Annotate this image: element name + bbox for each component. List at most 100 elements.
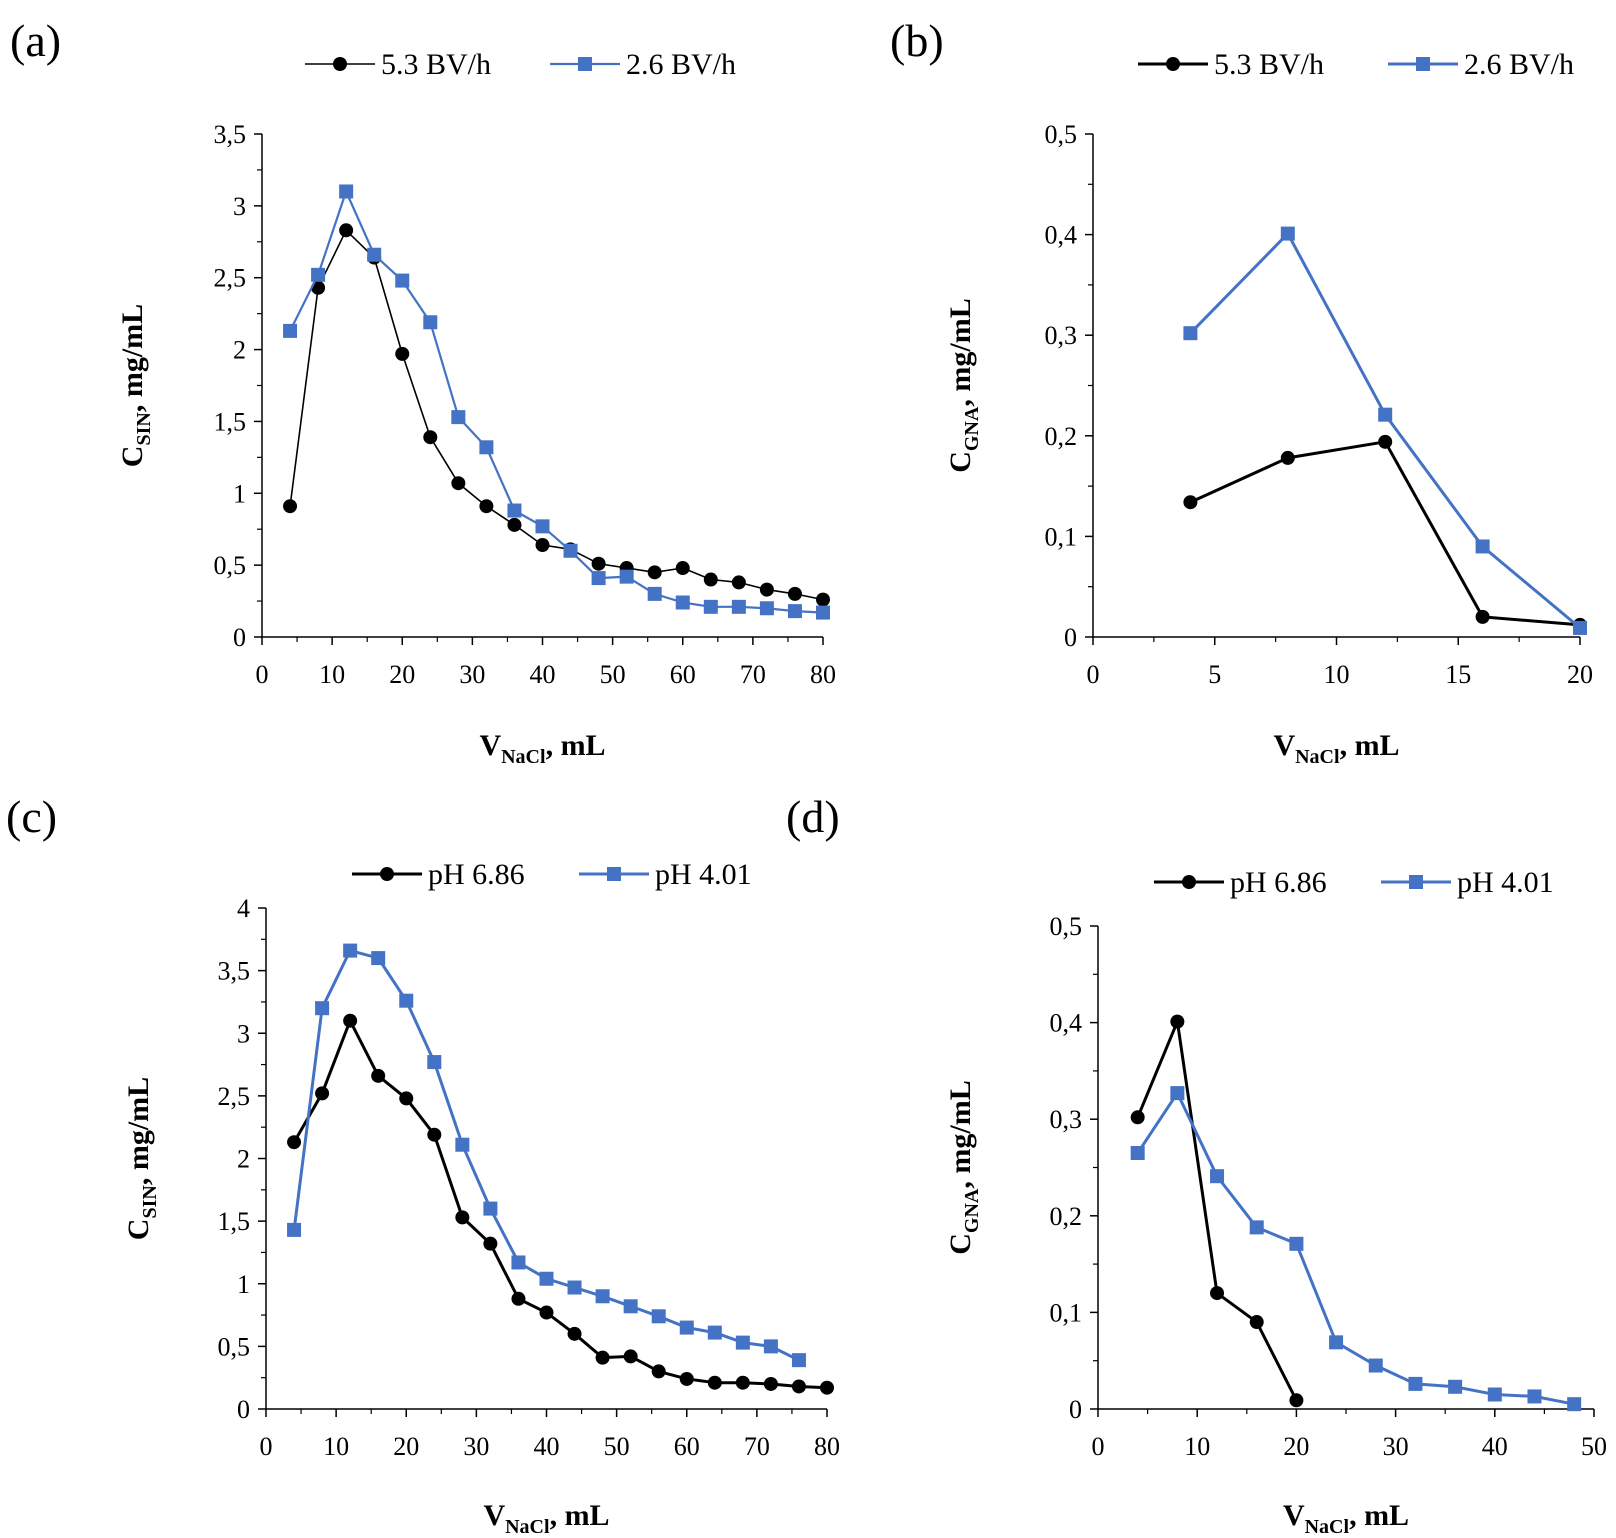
data-point-c-0 (623, 1349, 638, 1364)
data-point-b-1 (1183, 326, 1198, 341)
series-a-1 (283, 184, 830, 620)
legend-label: 2.6 BV/h (1464, 48, 1574, 81)
data-point-c-0 (455, 1210, 470, 1225)
y-tick-label-b: 0,2 (1045, 422, 1078, 451)
data-point-d-0 (1130, 1110, 1145, 1125)
data-point-d-1 (1130, 1146, 1145, 1161)
x-axis-title-c: VNaCl, mL (483, 1499, 609, 1538)
series-b-0 (1183, 434, 1587, 632)
data-point-a-0 (675, 561, 690, 576)
legend-swatch-marker (1166, 57, 1180, 71)
y-tick-label-c: 1 (237, 1270, 250, 1299)
data-point-c-0 (371, 1068, 386, 1083)
data-point-a-0 (731, 575, 746, 590)
legend-label: 5.3 BV/h (1214, 48, 1324, 81)
data-point-d-1 (1448, 1379, 1463, 1394)
data-point-a-0 (451, 476, 466, 491)
data-point-c-1 (735, 1335, 750, 1350)
y-tick-label-c: 3,5 (218, 957, 251, 986)
legend-swatch-marker (1182, 875, 1196, 889)
data-point-a-1 (535, 519, 550, 534)
data-point-c-1 (539, 1271, 554, 1286)
data-point-c-0 (399, 1091, 414, 1106)
x-tick-label-a: 20 (389, 660, 415, 689)
x-tick-label-a: 30 (459, 660, 485, 689)
data-point-a-0 (787, 586, 802, 601)
data-point-a-1 (479, 440, 494, 455)
legend-label: 5.3 BV/h (381, 48, 491, 81)
data-point-c-1 (651, 1309, 666, 1324)
x-tick-label-b: 10 (1324, 660, 1350, 689)
x-tick-label-a: 50 (600, 660, 626, 689)
y-axis-title-a: CSIN, mg/mL (116, 304, 155, 467)
data-point-d-1 (1368, 1358, 1383, 1373)
y-tick-label-d: 0,2 (1050, 1202, 1083, 1231)
legend-entry-b-0: 5.3 BV/h (1138, 48, 1324, 81)
data-point-d-1 (1487, 1387, 1502, 1402)
data-point-a-0 (479, 499, 494, 514)
x-tick-label-d: 20 (1283, 1432, 1309, 1461)
data-point-c-0 (595, 1350, 610, 1365)
data-point-a-1 (563, 543, 578, 558)
chart-panel-b: (b) 0 0,1 0,2 0,3 0,4 0,5 0 5 10 15 20 VNaCl, mL CGNA… (890, 15, 1593, 768)
data-point-a-1 (675, 595, 690, 610)
data-point-a-0 (423, 430, 438, 445)
data-point-d-0 (1249, 1315, 1264, 1330)
data-point-b-1 (1475, 539, 1490, 554)
series-d-1 (1130, 1086, 1582, 1412)
data-point-c-0 (820, 1380, 834, 1395)
data-point-a-0 (647, 565, 662, 580)
y-tick-label-d: 0,4 (1050, 1009, 1083, 1038)
x-tick-label-b: 20 (1567, 660, 1593, 689)
y-tick-label-b: 0,3 (1045, 321, 1078, 350)
legend-label: pH 6.86 (428, 858, 525, 891)
data-point-d-1 (1527, 1389, 1542, 1404)
legend-swatch-marker (578, 57, 592, 71)
data-point-a-0 (816, 592, 830, 607)
y-tick-label-a: 3,5 (214, 120, 247, 149)
data-point-c-0 (343, 1013, 358, 1028)
y-tick-label-a: 0 (233, 623, 246, 652)
x-axis-title-a: VNaCl, mL (479, 729, 605, 768)
x-tick-label-b: 15 (1445, 660, 1471, 689)
data-point-a-1 (731, 599, 746, 614)
y-tick-label-a: 3 (233, 192, 246, 221)
y-tick-label-b: 0,4 (1045, 221, 1078, 250)
y-tick-label-b: 0,1 (1045, 522, 1078, 551)
y-tick-label-d: 0,3 (1050, 1105, 1083, 1134)
legend-label: 2.6 BV/h (626, 48, 736, 81)
data-point-c-1 (511, 1255, 526, 1270)
data-point-d-0 (1210, 1286, 1225, 1301)
series-line-d-1 (1136, 1091, 1575, 1406)
series-d-0 (1130, 1014, 1304, 1408)
data-point-c-1 (455, 1137, 470, 1152)
data-point-c-1 (679, 1320, 694, 1335)
x-tick-label-d: 40 (1482, 1432, 1508, 1461)
series-line-b-0 (1189, 440, 1581, 627)
y-tick-label-c: 4 (237, 894, 250, 923)
x-tick-label-c: 0 (260, 1432, 273, 1461)
data-point-a-1 (816, 605, 830, 620)
series-c-0 (287, 1013, 834, 1395)
legend-swatch-marker (1416, 57, 1430, 71)
x-tick-label-c: 20 (393, 1432, 419, 1461)
y-axis-title-d: CGNA, mg/mL (944, 1080, 983, 1254)
data-point-b-1 (1280, 226, 1295, 241)
series-c-1 (287, 943, 806, 1368)
data-point-c-0 (483, 1236, 498, 1251)
y-tick-label-a: 2 (233, 336, 246, 365)
data-point-c-1 (595, 1289, 610, 1304)
x-tick-label-b: 5 (1208, 660, 1221, 689)
x-tick-label-d: 50 (1581, 1432, 1607, 1461)
data-point-c-1 (315, 1001, 330, 1016)
data-point-a-1 (787, 604, 802, 619)
data-point-c-0 (763, 1376, 778, 1391)
x-tick-label-a: 80 (810, 660, 836, 689)
y-tick-label-c: 3 (237, 1019, 250, 1048)
y-tick-label-b: 0 (1064, 623, 1077, 652)
data-point-d-1 (1170, 1086, 1185, 1101)
x-tick-label-a: 0 (256, 660, 269, 689)
x-axis-title-d: VNaCl, mL (1283, 1499, 1409, 1538)
data-point-a-1 (339, 184, 354, 199)
